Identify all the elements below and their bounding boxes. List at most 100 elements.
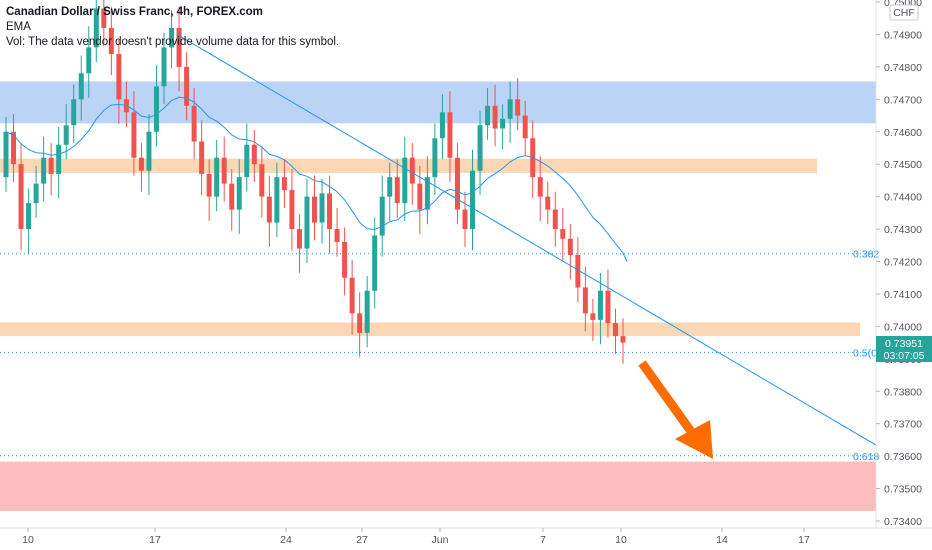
time-tick-label: Jun (432, 534, 449, 546)
candle-body (259, 164, 265, 197)
candle-body (108, 27, 114, 54)
time-tick-label: 27 (356, 534, 368, 546)
time-tick-label: 17 (149, 534, 161, 546)
candle-body (116, 53, 122, 100)
price-tick-label: 0.74900 (884, 29, 922, 41)
candle-body (582, 287, 588, 314)
candle-body (26, 203, 32, 230)
candle-body (169, 27, 175, 48)
candle-body (289, 190, 295, 230)
candle-body (470, 170, 476, 230)
candle-body (477, 125, 483, 171)
candle-body (131, 112, 137, 158)
candle-body (206, 173, 212, 197)
candle-body (545, 196, 551, 210)
candle-body (590, 313, 596, 320)
candle-body (424, 177, 430, 210)
time-tick-label: 17 (798, 534, 810, 546)
candle-body (138, 157, 144, 171)
candle-body (454, 157, 460, 210)
fib-label: 0.382 (853, 249, 879, 261)
volume-note: Vol: The data vendor doesn't provide vol… (6, 36, 340, 48)
candle-body (214, 157, 220, 197)
time-axis[interactable]: 10 17 24 27 Jun 7 10 14 17 (22, 528, 810, 546)
ema-line[interactable] (5, 96, 628, 262)
candle-body (522, 115, 528, 139)
candle-body (597, 290, 603, 320)
candle-body (387, 177, 393, 197)
candle-body (146, 131, 152, 171)
price-axis[interactable]: 0.750000.749000.748000.747000.746000.745… (876, 0, 922, 528)
supply-zone[interactable] (0, 81, 876, 124)
price-tick-label: 0.73400 (884, 516, 922, 528)
candles-layer (3, 0, 626, 364)
candle-body (78, 73, 84, 100)
candle-body (507, 99, 513, 119)
price-tick-label: 0.74400 (884, 192, 922, 204)
price-tick-label: 0.74100 (884, 289, 922, 301)
candle-body (191, 105, 197, 142)
candle-body (319, 193, 325, 223)
candle-body (492, 105, 498, 129)
candle-body (620, 336, 626, 343)
candle-body (500, 118, 506, 129)
candle-body (161, 47, 167, 87)
candle-body (552, 209, 558, 230)
candle-body (229, 183, 235, 210)
price-tick-label: 0.73600 (884, 451, 922, 463)
candle-body (560, 229, 566, 239)
candle-body (447, 112, 453, 158)
candle-body (342, 242, 348, 278)
zones-layer (0, 81, 876, 511)
time-tick-label: 10 (615, 534, 627, 546)
candle-body (567, 238, 573, 256)
candle-body (281, 177, 287, 191)
candle-body (41, 157, 47, 184)
candle-body (605, 290, 611, 324)
candle-body (71, 99, 77, 126)
candle-body (515, 99, 521, 116)
fib-levels-layer: 0.382 0.5(0 0.618 (0, 249, 879, 463)
fib-label: 0.618 (853, 451, 879, 463)
price-tick-label: 0.74500 (884, 159, 922, 171)
candle-body (357, 313, 363, 333)
candle-body (251, 144, 257, 165)
candle-body (101, 8, 107, 28)
resistance-zone[interactable] (0, 158, 817, 173)
price-tick-label: 0.74600 (884, 127, 922, 139)
candle-body (33, 183, 39, 204)
candle-body (409, 157, 415, 184)
candle-body (266, 196, 272, 223)
price-tick-label: 0.74200 (884, 257, 922, 269)
current-price-value: 0.73951 (885, 338, 923, 350)
candle-body (221, 157, 227, 184)
projection-arrow[interactable] (638, 360, 713, 459)
currency-label: CHF (893, 7, 915, 19)
candle-body (236, 177, 242, 210)
candle-body (402, 157, 408, 204)
price-tick-label: 0.73700 (884, 419, 922, 431)
ema-indicator-label[interactable]: EMA (6, 21, 31, 33)
candle-body (3, 131, 9, 178)
candle-body (537, 177, 543, 197)
time-tick-label: 24 (280, 534, 292, 546)
candle-body (312, 196, 317, 223)
candle-body (612, 323, 618, 337)
trendline[interactable] (176, 34, 877, 446)
target-zone[interactable] (0, 461, 876, 511)
current-price-tag: 0.73951 03:07:05 (876, 336, 932, 362)
candle-body (123, 99, 129, 113)
candle-body (462, 209, 468, 230)
symbol-title[interactable]: Canadian Dollar / Swiss Franc, 4h, FOREX… (6, 6, 263, 18)
candle-body (176, 27, 182, 67)
fib-label: 0.5(0 (853, 347, 877, 359)
candle-body (296, 229, 302, 249)
price-tick-label: 0.74700 (884, 94, 922, 106)
candle-body (327, 193, 333, 230)
currency-box[interactable]: CHF (889, 4, 919, 21)
price-tick-label: 0.74300 (884, 224, 922, 236)
support-zone[interactable] (0, 322, 860, 337)
candle-body (48, 157, 54, 174)
candle-body (432, 138, 438, 178)
